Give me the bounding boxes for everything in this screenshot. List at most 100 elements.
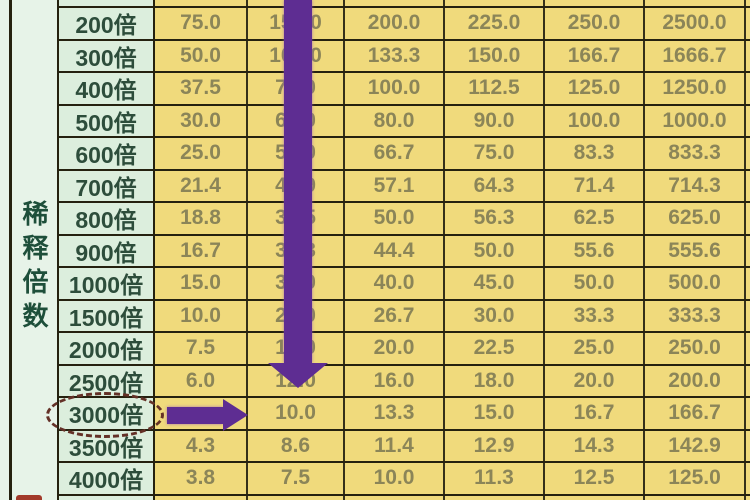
value-cell: 7.5 bbox=[155, 333, 248, 364]
right-arrow-icon bbox=[223, 399, 248, 431]
value-cell: 7.5 bbox=[248, 463, 345, 494]
value-cell: 56.3 bbox=[445, 203, 545, 234]
value-cell: 71.4 bbox=[545, 170, 645, 201]
row-label: 800倍 bbox=[57, 203, 155, 234]
table-right-edge bbox=[746, 365, 750, 396]
partial-value-cell bbox=[345, 0, 445, 6]
value-cell: 83.3 bbox=[545, 138, 645, 169]
value-cell: 50.0 bbox=[345, 203, 445, 234]
value-cell: 12.5 bbox=[545, 463, 645, 494]
value-cell: 90.0 bbox=[445, 105, 545, 136]
value-cell: 125.0 bbox=[545, 73, 645, 104]
value-cell: 1666.7 bbox=[645, 40, 746, 71]
table-right-edge bbox=[746, 235, 750, 266]
value-cell: 200.0 bbox=[345, 8, 445, 39]
table-right-edge bbox=[746, 495, 750, 500]
value-cell: 64.3 bbox=[445, 170, 545, 201]
value-cell: 25.0 bbox=[545, 333, 645, 364]
value-cell: 833.3 bbox=[645, 138, 746, 169]
partial-value-cell bbox=[445, 495, 545, 500]
value-cell: 15.0 bbox=[155, 268, 248, 299]
partial-value-cell bbox=[645, 0, 746, 6]
value-cell: 555.6 bbox=[645, 235, 746, 266]
table-row: 4000倍 3.8 7.5 10.0 11.3 12.5 125.0 bbox=[57, 463, 750, 496]
row-label: 300倍 bbox=[57, 40, 155, 71]
table-right-edge bbox=[746, 463, 750, 494]
value-cell: 16.7 bbox=[155, 235, 248, 266]
table-right-edge bbox=[746, 73, 750, 104]
row-label: 600倍 bbox=[57, 138, 155, 169]
row-label: 900倍 bbox=[57, 235, 155, 266]
table-right-edge bbox=[746, 398, 750, 429]
table-right-edge bbox=[746, 8, 750, 39]
table-right-edge bbox=[746, 170, 750, 201]
down-arrow-icon bbox=[268, 363, 328, 388]
table-rows: 200倍75.0150.0200.0225.0250.02500.0300倍50… bbox=[57, 8, 750, 496]
value-cell: 714.3 bbox=[645, 170, 746, 201]
partial-row-bottom bbox=[57, 495, 750, 500]
value-cell: 1250.0 bbox=[645, 73, 746, 104]
value-cell: 100.0 bbox=[345, 73, 445, 104]
value-cell: 50.0 bbox=[445, 235, 545, 266]
value-cell: 26.7 bbox=[345, 300, 445, 331]
value-cell: 3.8 bbox=[155, 463, 248, 494]
value-cell: 142.9 bbox=[645, 430, 746, 461]
value-cell: 125.0 bbox=[645, 463, 746, 494]
value-cell: 250.0 bbox=[545, 8, 645, 39]
red-mark-fragment bbox=[16, 495, 42, 500]
table-right-edge bbox=[746, 138, 750, 169]
value-cell: 625.0 bbox=[645, 203, 746, 234]
value-cell: 8.6 bbox=[248, 430, 345, 461]
row-label: 200倍 bbox=[57, 8, 155, 39]
value-cell: 14.3 bbox=[545, 430, 645, 461]
value-cell: 30.0 bbox=[445, 300, 545, 331]
partial-value-cell bbox=[445, 0, 545, 6]
row-label: 1500倍 bbox=[57, 300, 155, 331]
value-cell: 11.3 bbox=[445, 463, 545, 494]
row-label: 500倍 bbox=[57, 105, 155, 136]
row-label: 2000倍 bbox=[57, 333, 155, 364]
table-right-edge bbox=[746, 300, 750, 331]
partial-value-cell bbox=[155, 495, 248, 500]
value-cell: 30.0 bbox=[155, 105, 248, 136]
value-cell: 6.0 bbox=[155, 365, 248, 396]
value-cell: 40.0 bbox=[345, 268, 445, 299]
right-arrow-shaft bbox=[167, 407, 223, 424]
value-cell: 45.0 bbox=[445, 268, 545, 299]
row-label: 700倍 bbox=[57, 170, 155, 201]
table-right-edge bbox=[746, 430, 750, 461]
value-cell: 10.0 bbox=[345, 463, 445, 494]
table-right-edge bbox=[746, 105, 750, 136]
left-border-line bbox=[9, 0, 12, 500]
dilution-table: 200倍75.0150.0200.0225.0250.02500.0300倍50… bbox=[57, 0, 750, 500]
partial-value-cell bbox=[545, 495, 645, 500]
value-cell: 333.3 bbox=[645, 300, 746, 331]
table-right-edge bbox=[746, 203, 750, 234]
value-cell: 22.5 bbox=[445, 333, 545, 364]
value-cell: 50.0 bbox=[155, 40, 248, 71]
value-cell: 66.7 bbox=[345, 138, 445, 169]
value-cell: 12.9 bbox=[445, 430, 545, 461]
value-cell: 11.4 bbox=[345, 430, 445, 461]
value-cell: 225.0 bbox=[445, 8, 545, 39]
value-cell: 18.0 bbox=[445, 365, 545, 396]
value-cell: 80.0 bbox=[345, 105, 445, 136]
partial-value-cell bbox=[155, 0, 248, 6]
value-cell: 20.0 bbox=[345, 333, 445, 364]
partial-label-cell bbox=[57, 0, 155, 6]
value-cell: 150.0 bbox=[445, 40, 545, 71]
value-cell: 33.3 bbox=[545, 300, 645, 331]
value-cell: 10.0 bbox=[155, 300, 248, 331]
value-cell: 57.1 bbox=[345, 170, 445, 201]
table-right-edge bbox=[746, 268, 750, 299]
